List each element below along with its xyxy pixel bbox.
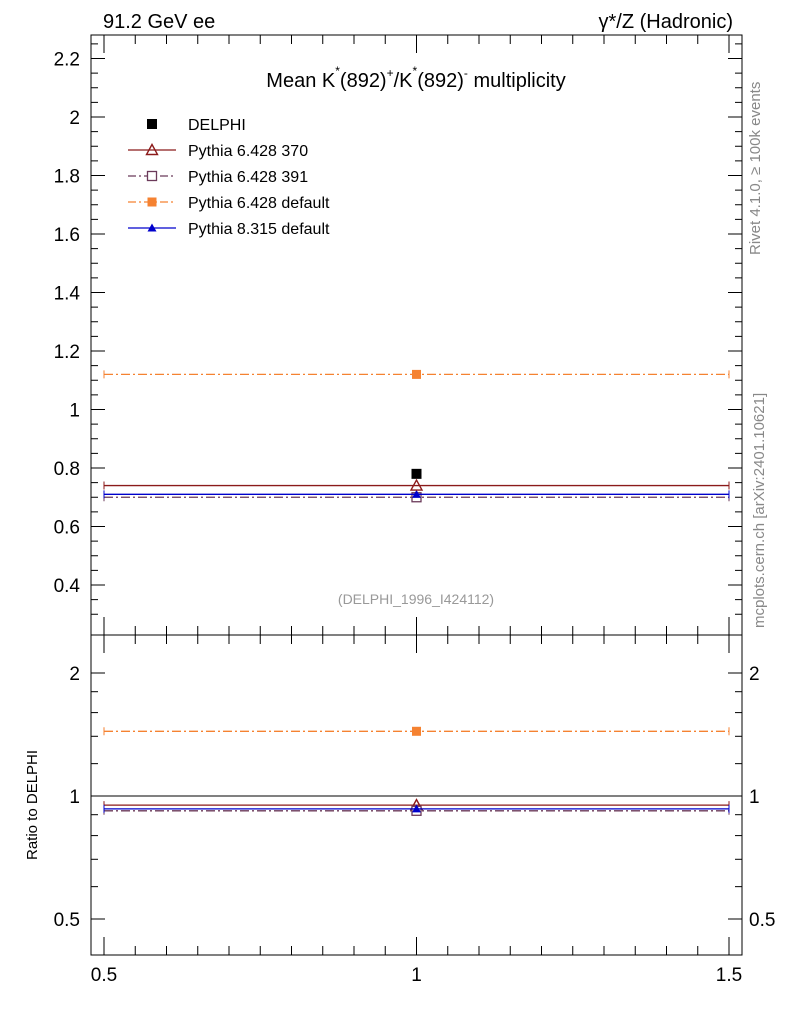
legend-label: Pythia 6.428 370 xyxy=(188,143,308,160)
series-pythia-8-315-default xyxy=(103,489,730,499)
legend-item: Pythia 6.428 391 xyxy=(128,169,308,186)
process-label: γ*/Z (Hadronic) xyxy=(599,11,733,33)
main-ytick-label: 0.6 xyxy=(54,518,80,539)
legend: DELPHI Pythia 6.428 370 Pythia 6.428 391 Py… xyxy=(128,117,330,238)
legend-label: DELPHI xyxy=(188,117,246,134)
main-ytick-label: 1.2 xyxy=(54,342,80,363)
legend-label: Pythia 8.315 default xyxy=(188,221,330,238)
main-ytick-label: 0.8 xyxy=(54,459,80,480)
rivet-label: Rivet 4.1.0, ≥ 100k events xyxy=(747,82,764,255)
ratio-xtick-label: 1 xyxy=(411,965,422,986)
legend-item: Pythia 6.428 370 xyxy=(128,143,308,160)
marker-square xyxy=(147,119,157,129)
legend-label: Pythia 6.428 default xyxy=(188,195,330,212)
ratio-ytick-label-right: 2 xyxy=(749,664,760,685)
ratio-ytick-label: 1 xyxy=(69,787,80,808)
series-delphi xyxy=(411,468,422,479)
mcplots-label: mcplots.cern.ch [arXiv:2401.10621] xyxy=(751,393,768,628)
ratio-ytick-label-right: 0.5 xyxy=(749,910,775,931)
marker-triangle xyxy=(147,223,157,232)
marker-square xyxy=(412,726,421,736)
ratio-xtick-label: 0.5 xyxy=(91,965,117,986)
legend-item: DELPHI xyxy=(147,117,246,134)
analysis-watermark: (DELPHI_1996_I424112) xyxy=(338,591,494,607)
marker-triangle-open xyxy=(145,143,159,156)
ratio-series-pythia-8-315-default xyxy=(103,804,730,813)
main-ytick-label: 1.8 xyxy=(54,167,80,188)
main-ytick-label: 1.6 xyxy=(54,225,80,246)
axis-ticks: 0.4 0.6 0.8 1 1.2 1.4 1.6 1.8 2 2.2 0.5 1 1.5 0.5 0.5 1… xyxy=(54,35,775,986)
main-ytick-label: 0.4 xyxy=(54,576,81,597)
series-pythia-6-428-370 xyxy=(103,478,730,491)
main-ytick-label: 2.2 xyxy=(54,50,80,71)
ratio-series-layer xyxy=(91,726,742,816)
main-series-layer xyxy=(103,369,730,503)
main-ytick-label: 2 xyxy=(69,108,80,129)
ratio-panel-frame xyxy=(90,634,743,956)
ratio-ytick-label: 2 xyxy=(69,664,80,685)
legend-label: Pythia 6.428 391 xyxy=(188,169,308,186)
marker-triangle-open xyxy=(409,478,424,491)
energy-label: 91.2 GeV ee xyxy=(103,11,215,33)
legend-item: Pythia 6.428 default xyxy=(128,195,330,212)
series-pythia-6-428-default xyxy=(103,369,730,379)
main-title: Mean K*(892)+/K*(892)- multiplicity xyxy=(266,64,565,92)
ratio-ytick-label-right: 1 xyxy=(749,787,760,808)
legend-item: Pythia 8.315 default xyxy=(128,221,330,238)
ratio-ytick-label: 0.5 xyxy=(54,910,80,931)
main-ytick-label: 1 xyxy=(69,401,80,422)
marker-triangle xyxy=(412,804,421,813)
marker-square xyxy=(412,369,421,379)
marker-triangle xyxy=(412,489,421,498)
main-ytick-label: 1.4 xyxy=(54,284,81,305)
ratio-series-pythia-6-428-default xyxy=(103,726,730,736)
marker-square xyxy=(147,197,157,207)
ratio-ylabel: Ratio to DELPHI xyxy=(24,750,41,860)
marker-square-open xyxy=(146,170,158,182)
marker-square xyxy=(411,468,422,479)
ratio-xtick-label: 1.5 xyxy=(716,965,742,986)
